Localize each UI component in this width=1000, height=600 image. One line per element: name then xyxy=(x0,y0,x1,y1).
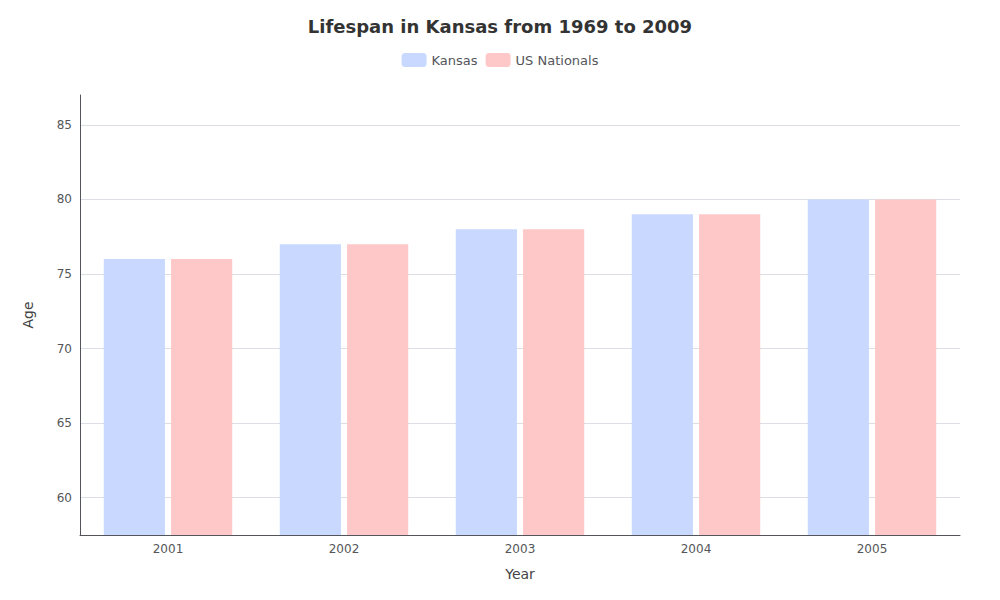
svg-text:65: 65 xyxy=(57,416,72,430)
svg-text:2004: 2004 xyxy=(681,542,712,556)
svg-text:2001: 2001 xyxy=(153,542,184,556)
svg-text:Lifespan in Kansas from 1969 t: Lifespan in Kansas from 1969 to 2009 xyxy=(308,16,692,37)
svg-text:2003: 2003 xyxy=(505,542,536,556)
svg-text:2005: 2005 xyxy=(857,542,888,556)
svg-text:70: 70 xyxy=(57,342,72,356)
svg-text:US Nationals: US Nationals xyxy=(516,53,599,68)
svg-text:Year: Year xyxy=(504,566,535,582)
svg-text:Age: Age xyxy=(20,301,36,328)
svg-text:60: 60 xyxy=(57,491,72,505)
svg-text:80: 80 xyxy=(57,192,72,206)
svg-text:Kansas: Kansas xyxy=(432,53,478,68)
svg-text:85: 85 xyxy=(57,118,72,132)
svg-text:75: 75 xyxy=(57,267,72,281)
svg-text:2002: 2002 xyxy=(329,542,360,556)
